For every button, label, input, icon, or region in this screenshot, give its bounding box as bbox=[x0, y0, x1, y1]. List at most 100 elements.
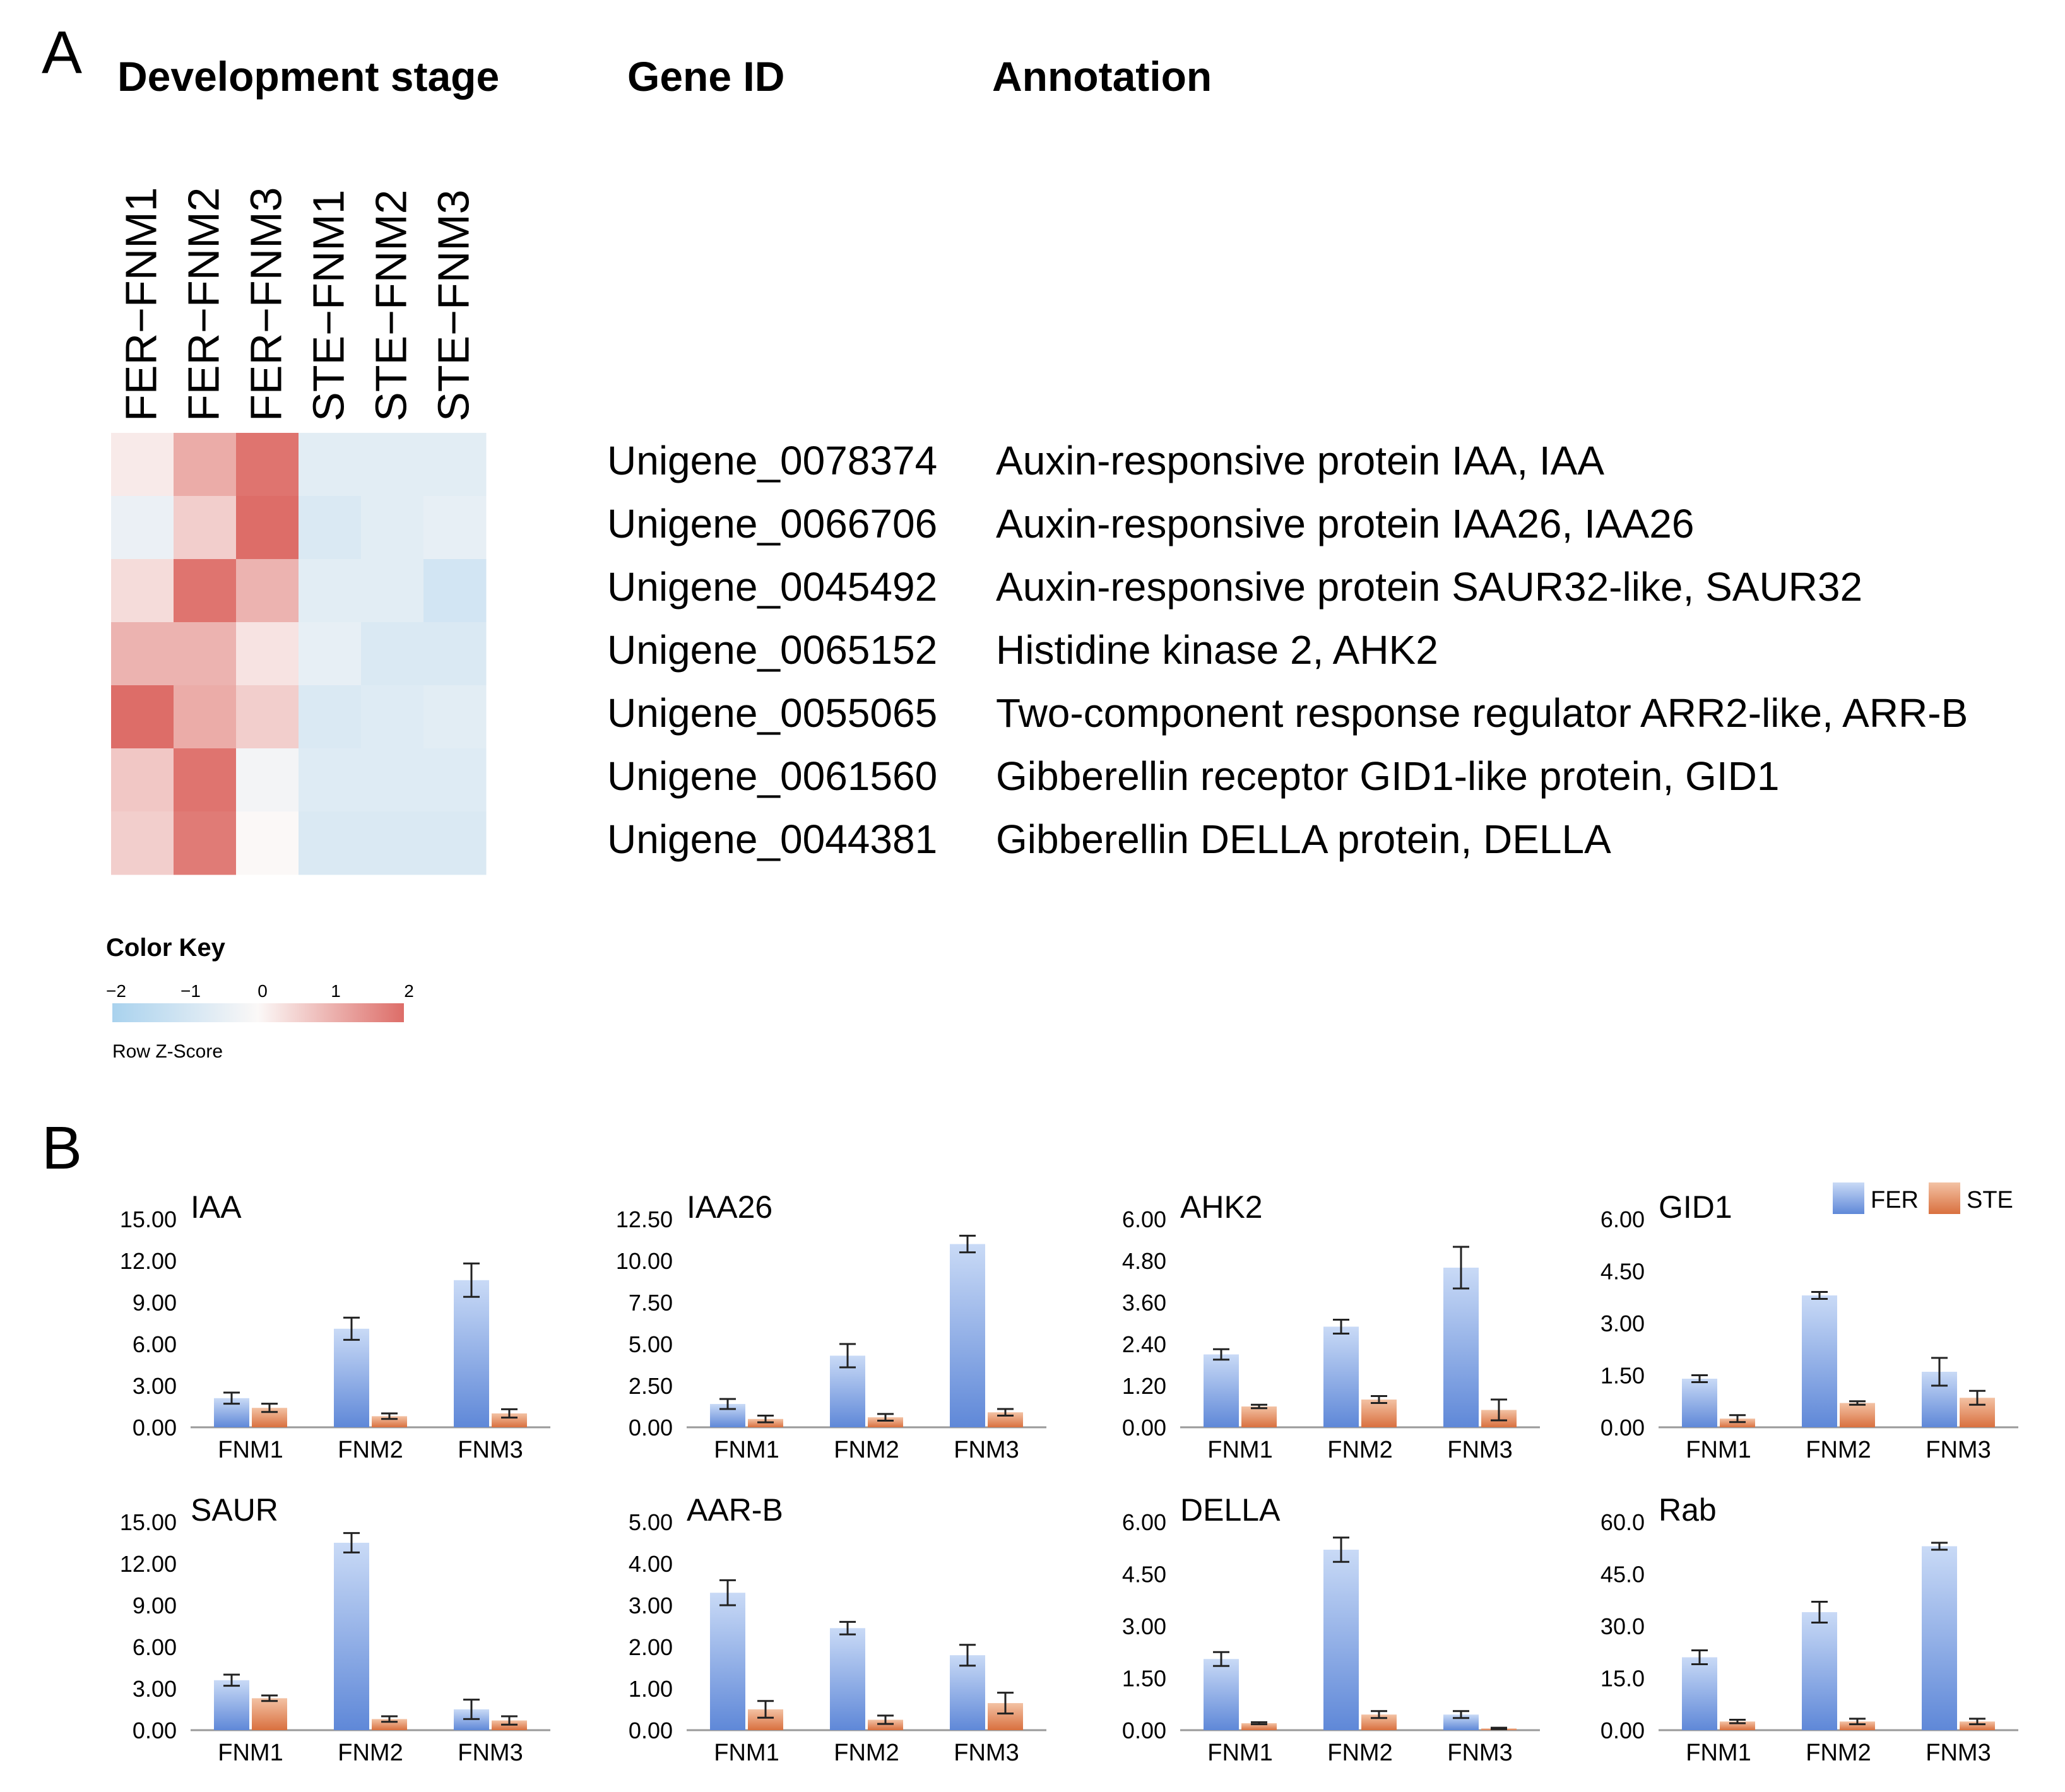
error-bar bbox=[501, 1715, 518, 1726]
panel-a-letter: A bbox=[42, 19, 83, 86]
y-tick-label: 10.00 bbox=[616, 1248, 673, 1274]
bar-ste bbox=[1361, 1400, 1397, 1427]
error-bar bbox=[463, 1262, 480, 1298]
heatmap-cell bbox=[174, 748, 237, 812]
bar-fer bbox=[830, 1628, 865, 1730]
bar-ste bbox=[868, 1417, 903, 1427]
gene-annotation-4: Two-component response regulator ARR2-li… bbox=[996, 690, 1968, 736]
bar-fer bbox=[1323, 1326, 1359, 1427]
gene-annotation-6: Gibberellin DELLA protein, DELLA bbox=[996, 816, 1611, 862]
x-tick-label: FNM1 bbox=[714, 1437, 779, 1463]
error-bar bbox=[1371, 1710, 1387, 1719]
bar-ste bbox=[868, 1719, 903, 1730]
y-tick-label: 45.0 bbox=[1601, 1562, 1645, 1588]
y-tick-label: 1.50 bbox=[1601, 1363, 1645, 1389]
error-bar bbox=[343, 1316, 360, 1341]
heatmap-cell bbox=[111, 748, 174, 812]
y-tick-label: 6.00 bbox=[1122, 1509, 1166, 1535]
legend-swatch-fer bbox=[1833, 1182, 1864, 1214]
error-bar bbox=[1213, 1348, 1229, 1361]
bar-chart-ahk2: AHK2 0.00 1.20 2.40 3.60 4.80 6.00 FNM1 FNM2 FNM3 bbox=[1122, 1189, 1540, 1463]
chart-title: Rab bbox=[1659, 1492, 1717, 1528]
bar-fer bbox=[1323, 1550, 1359, 1730]
x-tick-label: FNM3 bbox=[954, 1740, 1019, 1766]
bar-fer bbox=[1204, 1659, 1239, 1730]
header-development-stage: Development stage bbox=[117, 53, 500, 100]
bar-fer bbox=[1802, 1295, 1837, 1427]
bar-ste bbox=[1241, 1723, 1277, 1730]
header-gene-id: Gene ID bbox=[627, 53, 785, 100]
bar-fer bbox=[1802, 1612, 1837, 1730]
gene-id-4: Unigene_0055065 bbox=[607, 690, 938, 736]
bar-chart-della: DELLA 0.00 1.50 3.00 4.50 6.00 FNM1 FNM2 FNM3 bbox=[1122, 1492, 1540, 1766]
gene-id-5: Unigene_0061560 bbox=[607, 753, 938, 799]
y-tick-label: 2.50 bbox=[629, 1373, 673, 1399]
bar-chart-rab: Rab 0.00 15.0 30.0 45.0 60.0 FNM1 FNM2 FNM3 bbox=[1601, 1492, 2018, 1766]
gene-id-2: Unigene_0045492 bbox=[607, 564, 938, 610]
x-tick-label: FNM1 bbox=[1686, 1740, 1751, 1766]
y-tick-label: 1.20 bbox=[1122, 1373, 1166, 1399]
x-tick-label: FNM2 bbox=[834, 1740, 899, 1766]
x-tick-label: FNM3 bbox=[1447, 1740, 1512, 1766]
heatmap-cell bbox=[236, 496, 299, 560]
gene-id-6: Unigene_0044381 bbox=[607, 816, 938, 862]
error-bar bbox=[959, 1234, 976, 1254]
error-bar bbox=[343, 1532, 360, 1553]
y-tick-label: 60.0 bbox=[1601, 1509, 1645, 1535]
color-key-tick: −2 bbox=[106, 981, 126, 1001]
heatmap-cell bbox=[299, 748, 362, 812]
x-tick-label: FNM2 bbox=[1806, 1437, 1871, 1463]
heatmap-cell bbox=[423, 622, 487, 686]
heatmap-cell bbox=[299, 811, 362, 875]
y-tick-label: 4.00 bbox=[629, 1551, 673, 1577]
heatmap-cell bbox=[423, 685, 487, 749]
heatmap-cell bbox=[361, 496, 424, 560]
bar-ste bbox=[1960, 1721, 1995, 1730]
color-key-gradient bbox=[112, 1003, 404, 1022]
error-bar bbox=[1251, 1721, 1267, 1726]
x-tick-label: FNM3 bbox=[1447, 1437, 1512, 1463]
x-tick-label: FNM1 bbox=[714, 1740, 779, 1766]
gene-annotation-0: Auxin-responsive protein IAA, IAA bbox=[996, 438, 1605, 483]
error-bar bbox=[839, 1343, 856, 1369]
chart-title: IAA26 bbox=[687, 1189, 772, 1225]
error-bar bbox=[1333, 1536, 1349, 1563]
heatmap-cell bbox=[174, 685, 237, 749]
error-bar bbox=[1811, 1601, 1828, 1624]
heatmap-cell bbox=[111, 433, 174, 497]
bar-fer bbox=[1922, 1546, 1957, 1730]
error-bar bbox=[261, 1694, 278, 1702]
error-bar bbox=[261, 1403, 278, 1413]
heatmap-cell bbox=[111, 496, 174, 560]
x-tick-label: FNM1 bbox=[1686, 1437, 1751, 1463]
heatmap-column-label: STE−FNM1 bbox=[304, 189, 353, 421]
bar-ste bbox=[492, 1413, 527, 1427]
heatmap-column-label: FER−FNM1 bbox=[117, 187, 166, 421]
y-tick-label: 12.00 bbox=[120, 1248, 177, 1274]
gene-annotation-1: Auxin-responsive protein IAA26, IAA26 bbox=[996, 501, 1695, 546]
bar-ste bbox=[1241, 1406, 1277, 1427]
y-tick-label: 0.00 bbox=[1122, 1718, 1166, 1743]
header-annotation: Annotation bbox=[992, 53, 1212, 100]
gene-annotation-3: Histidine kinase 2, AHK2 bbox=[996, 627, 1438, 673]
y-tick-label: 3.00 bbox=[1122, 1613, 1166, 1639]
heatmap-cell bbox=[361, 685, 424, 749]
heatmap-cell bbox=[236, 811, 299, 875]
error-bar bbox=[501, 1408, 518, 1419]
y-tick-label: 6.00 bbox=[1601, 1206, 1645, 1232]
x-tick-label: FNM1 bbox=[1207, 1740, 1272, 1766]
x-tick-label: FNM1 bbox=[1207, 1437, 1272, 1463]
y-tick-label: 0.00 bbox=[1122, 1415, 1166, 1441]
error-bar bbox=[757, 1700, 774, 1719]
heatmap-cell bbox=[174, 496, 237, 560]
error-bar bbox=[1453, 1710, 1469, 1719]
heatmap-cell bbox=[111, 685, 174, 749]
bar-fer bbox=[950, 1655, 985, 1730]
y-tick-label: 12.00 bbox=[120, 1551, 177, 1577]
error-bar bbox=[1729, 1719, 1746, 1724]
error-bar bbox=[1251, 1403, 1267, 1410]
heatmap: FER−FNM1 FER−FNM2 FER−FNM3 STE−FNM1 STE−FNM2… bbox=[111, 187, 487, 875]
heatmap-cell bbox=[299, 433, 362, 497]
chart-title: AHK2 bbox=[1180, 1189, 1263, 1225]
heatmap-cell bbox=[236, 685, 299, 749]
